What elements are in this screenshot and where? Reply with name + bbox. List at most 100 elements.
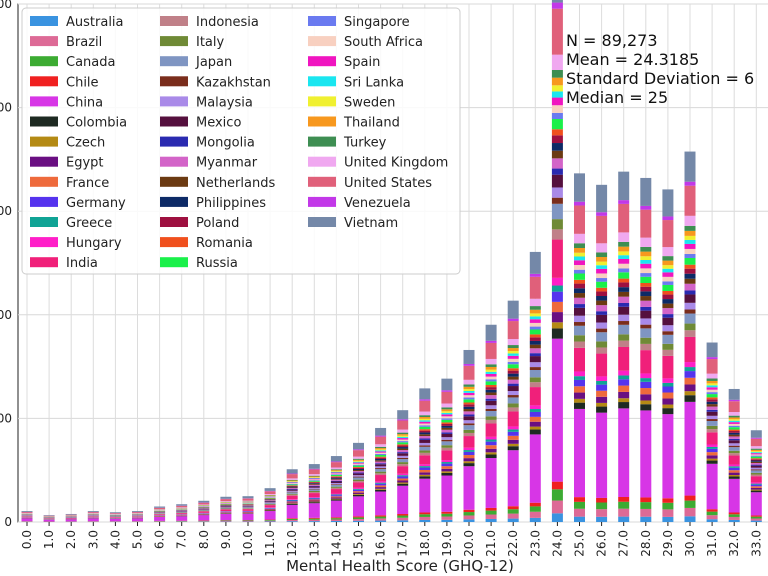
bar-segment	[507, 411, 519, 427]
bar-segment	[463, 515, 475, 520]
bar-segment	[551, 97, 563, 106]
bar-segment	[154, 506, 166, 508]
bar-segment	[507, 358, 519, 362]
legend-label: Mongolia	[196, 136, 255, 151]
bar-segment	[419, 434, 431, 437]
bar-segment	[551, 168, 563, 175]
x-tick-label: 13.0	[307, 530, 321, 557]
bar-segment	[574, 322, 585, 326]
legend-item: Russia	[160, 256, 238, 271]
bar-segment	[684, 302, 696, 310]
bar-segment	[728, 438, 740, 441]
bar-segment	[596, 406, 608, 413]
bar-segment	[728, 388, 740, 400]
legend-swatch	[308, 176, 336, 187]
bar-stack-2.0	[65, 513, 77, 522]
bar-segment	[463, 379, 475, 385]
bar-segment	[286, 489, 298, 491]
bar-segment	[618, 501, 630, 509]
bar-segment	[750, 469, 762, 471]
bar-segment	[750, 430, 762, 438]
bar-segment	[65, 513, 77, 515]
bar-segment	[728, 453, 740, 456]
bar-segment	[21, 511, 33, 512]
bar-segment	[375, 453, 387, 455]
x-tick-label: 0.0	[20, 530, 34, 549]
legend-swatch	[308, 116, 336, 127]
bar-segment	[353, 516, 364, 518]
bar-segment	[308, 477, 320, 479]
bar-segment	[596, 273, 608, 279]
bar-segment	[618, 398, 630, 403]
bar-segment	[684, 239, 696, 244]
bar-segment	[441, 378, 453, 391]
bar-segment	[618, 282, 630, 288]
bar-segment	[485, 436, 497, 440]
bar-segment	[596, 396, 608, 403]
bar-segment	[662, 314, 674, 318]
legend-swatch	[160, 176, 188, 187]
bar-segment	[485, 514, 497, 519]
bar-segment	[750, 451, 762, 453]
y-tick-label: 00	[0, 411, 12, 425]
bar-segment	[640, 296, 652, 301]
bar-segment	[684, 225, 696, 231]
bar-segment	[640, 310, 652, 319]
bar-segment	[750, 489, 762, 491]
bar-segment	[397, 478, 409, 481]
bar-segment	[574, 347, 585, 372]
bar-segment	[551, 135, 563, 144]
bar-segment	[706, 419, 718, 421]
bar-segment	[529, 426, 541, 430]
bar-segment	[750, 472, 762, 475]
bar-segment	[596, 497, 608, 503]
bar-segment	[286, 499, 298, 501]
bar-segment	[463, 450, 475, 452]
bar-segment	[353, 496, 364, 517]
bar-stack-13.0	[308, 464, 320, 522]
bar-segment	[485, 387, 497, 390]
bar-segment	[441, 447, 453, 451]
bar-segment	[375, 473, 387, 476]
bar-segment	[640, 378, 652, 382]
bar-segment	[441, 407, 453, 410]
x-tick-label: 15.0	[352, 530, 366, 557]
x-axis-title: Mental Health Score (GHQ-12)	[286, 557, 514, 575]
bar-segment	[21, 516, 33, 518]
bar-segment	[330, 496, 342, 498]
bar-segment	[596, 380, 608, 385]
bar-segment	[529, 251, 541, 274]
bar-segment	[463, 466, 475, 510]
bar-segment	[308, 486, 320, 488]
bar-segment	[684, 367, 696, 372]
bar-segment	[397, 464, 409, 467]
legend-label: Romania	[196, 236, 253, 251]
bar-segment	[728, 436, 740, 439]
bar-segment	[220, 520, 232, 522]
bar-segment	[419, 474, 431, 477]
bar-segment	[353, 450, 364, 457]
bar-segment	[662, 281, 674, 285]
bar-segment	[463, 451, 475, 456]
bar-segment	[375, 450, 387, 452]
bar-segment	[264, 494, 276, 495]
bar-segment	[198, 515, 210, 521]
bar-stack-31.0	[706, 342, 718, 522]
bar-segment	[640, 388, 652, 395]
bar-segment	[618, 314, 630, 322]
bar-segment	[397, 448, 409, 451]
bar-segment	[728, 516, 740, 520]
bar-segment	[375, 452, 387, 454]
x-tick-label: 24.0	[550, 530, 564, 557]
bar-segment	[397, 475, 409, 477]
legend: Australia Brazil Canada Chile China Colombia C…	[21, 7, 461, 275]
bar-segment	[286, 485, 298, 486]
bar-segment	[728, 514, 740, 517]
bar-segment	[419, 466, 431, 468]
legend-label: Turkey	[343, 136, 387, 151]
bar-segment	[507, 391, 519, 396]
bar-segment	[640, 251, 652, 257]
bar-segment	[397, 482, 409, 484]
bar-segment	[485, 410, 497, 417]
bar-segment	[353, 489, 364, 492]
